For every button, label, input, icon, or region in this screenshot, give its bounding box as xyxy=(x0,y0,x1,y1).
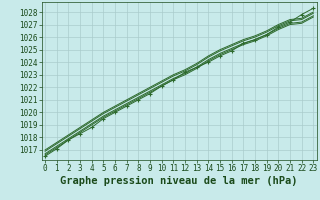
X-axis label: Graphe pression niveau de la mer (hPa): Graphe pression niveau de la mer (hPa) xyxy=(60,176,298,186)
